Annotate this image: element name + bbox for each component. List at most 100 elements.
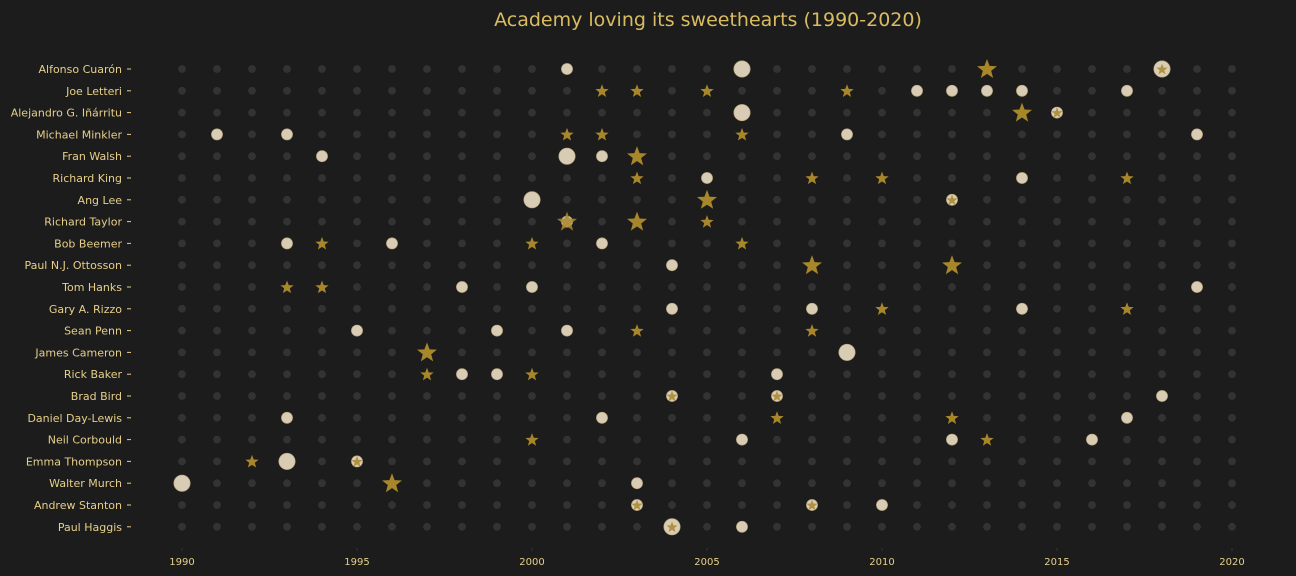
empty-dot	[1053, 326, 1061, 335]
empty-dot	[773, 195, 781, 204]
empty-dot	[178, 108, 186, 117]
empty-dot	[1123, 435, 1131, 444]
x-tick-labels: 1990 1995 2000 2005 2010 2015 2020	[169, 548, 1245, 568]
empty-dot	[668, 370, 676, 379]
win-marker	[841, 128, 853, 141]
empty-dot	[353, 304, 361, 313]
empty-dot	[1123, 522, 1131, 531]
empty-dot	[248, 479, 256, 488]
empty-dot	[248, 261, 256, 270]
empty-dot	[1053, 130, 1061, 139]
empty-dot	[423, 65, 431, 73]
empty-dot	[878, 108, 886, 117]
empty-dot	[1123, 457, 1131, 466]
empty-dot	[458, 217, 466, 226]
empty-dot	[493, 457, 501, 466]
empty-dot	[1193, 435, 1201, 444]
empty-dot	[283, 435, 291, 444]
empty-dot	[1053, 413, 1061, 422]
empty-dot	[843, 152, 851, 161]
empty-dot	[843, 174, 851, 182]
person-label: Rick Baker	[64, 368, 123, 381]
empty-dot	[318, 108, 326, 117]
empty-dot	[1018, 195, 1026, 204]
empty-dot	[388, 435, 396, 444]
empty-dot	[1228, 152, 1236, 161]
nomination-star	[1120, 302, 1134, 315]
empty-dot	[1193, 239, 1201, 248]
win-marker	[561, 324, 573, 337]
empty-dot	[458, 413, 466, 422]
empty-dot	[808, 413, 816, 422]
empty-dot	[948, 479, 956, 488]
empty-dot	[913, 174, 921, 182]
empty-dot	[738, 501, 746, 509]
empty-dot	[318, 217, 326, 226]
empty-dot	[843, 326, 851, 335]
win-marker	[981, 84, 993, 97]
win-marker	[1121, 84, 1133, 97]
person-label: Alfonso Cuarón	[39, 63, 123, 76]
empty-dot	[1158, 501, 1166, 509]
win-marker	[806, 302, 818, 315]
win-marker	[281, 411, 293, 424]
empty-dot	[878, 217, 886, 226]
empty-dot	[248, 501, 256, 509]
empty-dot	[1053, 435, 1061, 444]
empty-dot	[1088, 501, 1096, 509]
empty-dot	[633, 413, 641, 422]
empty-dot	[703, 501, 711, 509]
empty-dot	[1088, 457, 1096, 466]
empty-dot	[318, 195, 326, 204]
empty-dot	[248, 392, 256, 400]
empty-dot	[948, 239, 956, 248]
empty-dot	[1018, 457, 1026, 466]
empty-dot	[773, 239, 781, 248]
empty-dot	[1123, 501, 1131, 509]
x-tick-label: 2010	[869, 557, 894, 568]
empty-dot	[913, 239, 921, 248]
empty-dot	[248, 413, 256, 422]
empty-dot	[493, 152, 501, 161]
empty-dot	[1123, 370, 1131, 379]
empty-dot	[1018, 435, 1026, 444]
empty-dot	[598, 283, 606, 291]
empty-dot	[458, 152, 466, 161]
empty-dot	[283, 479, 291, 488]
empty-dot	[1228, 435, 1236, 444]
empty-dot	[773, 326, 781, 335]
empty-dot	[423, 152, 431, 161]
empty-dot	[703, 435, 711, 444]
empty-dot	[1228, 413, 1236, 422]
empty-dot	[213, 195, 221, 204]
empty-dot	[388, 348, 396, 357]
empty-dot	[1193, 217, 1201, 226]
empty-dot	[1088, 261, 1096, 270]
empty-dot	[388, 392, 396, 400]
empty-dot	[913, 195, 921, 204]
empty-dot	[178, 435, 186, 444]
win-marker	[701, 172, 713, 184]
empty-dot	[808, 457, 816, 466]
nomination-star	[666, 521, 678, 532]
empty-dot	[1123, 392, 1131, 400]
empty-dot	[248, 195, 256, 204]
empty-dot	[668, 348, 676, 357]
empty-dot	[773, 65, 781, 73]
empty-dot	[843, 501, 851, 509]
empty-dot	[808, 195, 816, 204]
empty-dot	[913, 370, 921, 379]
empty-dot	[773, 435, 781, 444]
person-label: Gary A. Rizzo	[49, 303, 122, 316]
empty-dot	[983, 283, 991, 291]
nomination-star	[560, 127, 574, 141]
empty-dot	[598, 217, 606, 226]
empty-dot	[913, 108, 921, 117]
empty-dot	[983, 457, 991, 466]
empty-dot	[353, 152, 361, 161]
empty-dot	[1193, 108, 1201, 117]
empty-dot	[668, 130, 676, 139]
empty-dot	[493, 174, 501, 182]
empty-dot	[1158, 152, 1166, 161]
empty-dot	[843, 457, 851, 466]
